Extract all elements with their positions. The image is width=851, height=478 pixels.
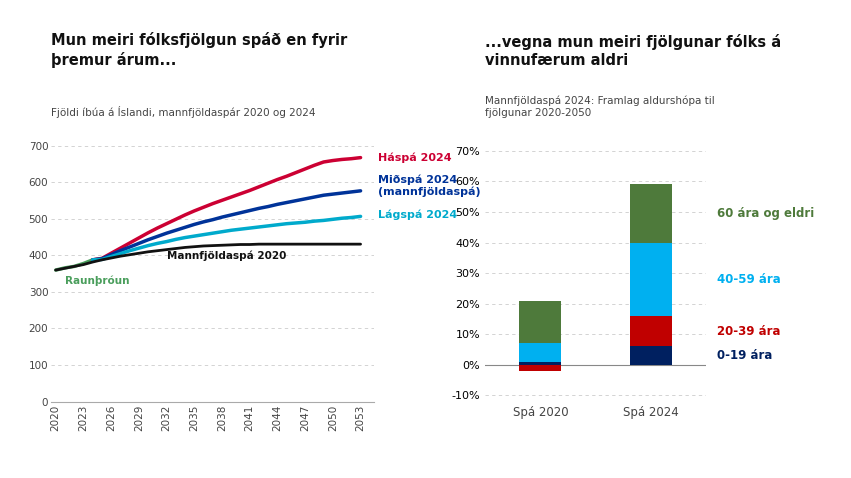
Text: Mannfjöldaspá 2020: Mannfjöldaspá 2020 [167,250,286,261]
Bar [519,301,562,343]
Text: Mannfjöldaspá 2024: Framlag aldurshópa til
fjölgunar 2020-2050: Mannfjöldaspá 2024: Framlag aldurshópa t… [485,96,715,118]
Text: Fjöldi íbúa á Íslandi, mannfjöldaspár 2020 og 2024: Fjöldi íbúa á Íslandi, mannfjöldaspár 20… [51,106,316,118]
Text: 60 ára og eldri: 60 ára og eldri [717,207,814,220]
Text: Miðspá 2024
(mannfjöldaspá): Miðspá 2024 (mannfjöldaspá) [378,175,480,197]
Text: 20-39 ára: 20-39 ára [717,325,781,338]
Bar [630,316,672,347]
Text: Mun meiri fólksfjölgun spáð en fyrir
þremur árum...: Mun meiri fólksfjölgun spáð en fyrir þre… [51,33,347,67]
Bar [630,185,672,242]
Bar [630,347,672,365]
Text: Raunþróun: Raunþróun [65,276,129,286]
Bar [519,365,562,371]
Bar [630,242,672,316]
Text: ...vegna mun meiri fjölgunar fólks á
vinnufærum aldri: ...vegna mun meiri fjölgunar fólks á vin… [485,33,781,67]
Text: Lágspá 2024: Lágspá 2024 [378,209,457,220]
Text: 0-19 ára: 0-19 ára [717,349,773,362]
Text: Háspá 2024: Háspá 2024 [378,152,451,163]
Bar [519,362,562,365]
Text: 40-59 ára: 40-59 ára [717,273,781,286]
Bar [519,343,562,362]
